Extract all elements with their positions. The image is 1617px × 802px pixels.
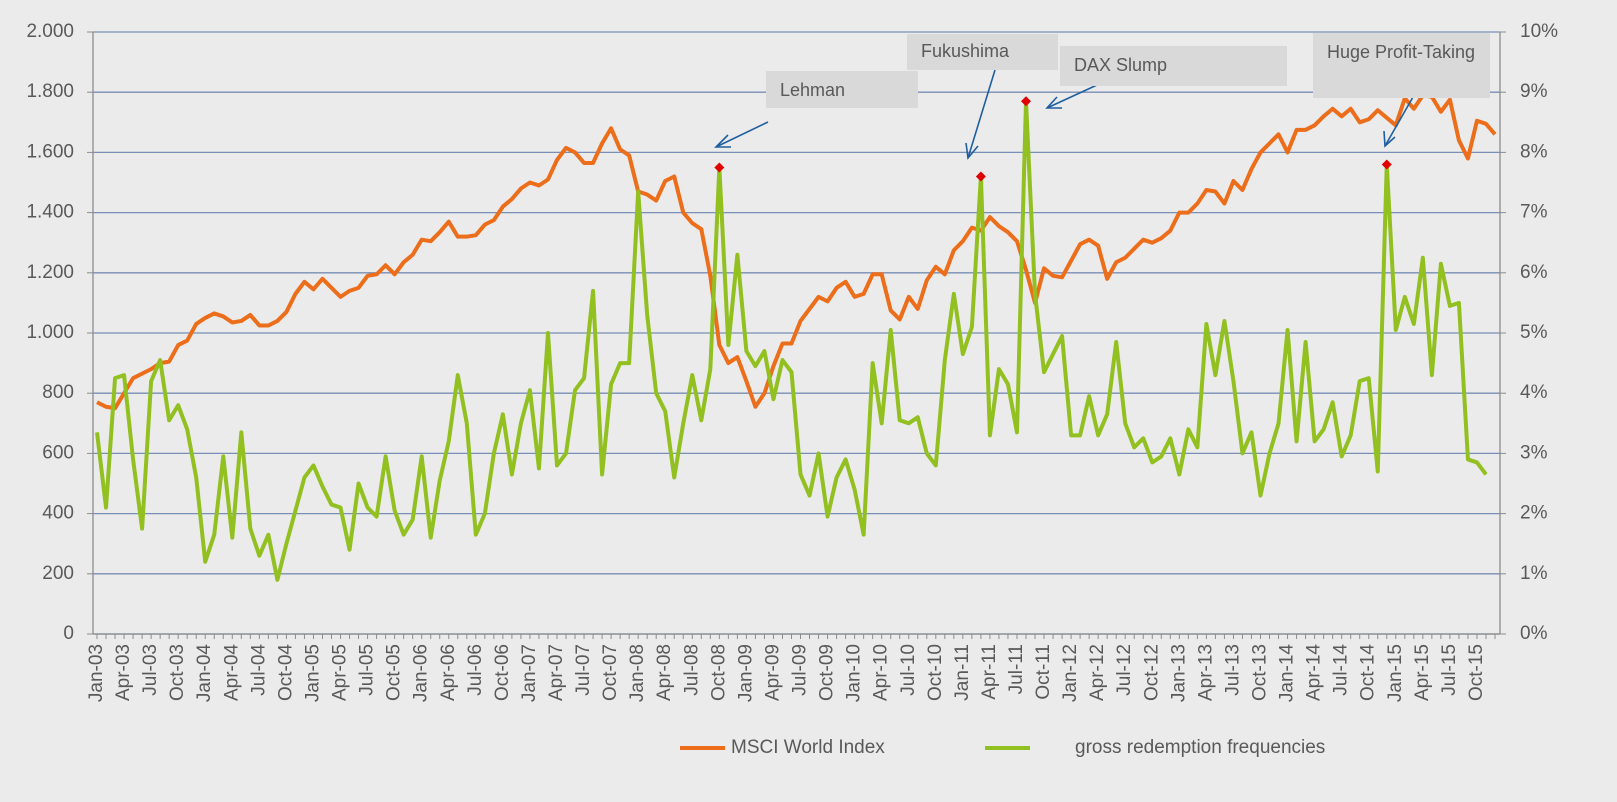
arrow-head	[1045, 96, 1062, 109]
x-tick-label: Jul-03	[140, 644, 161, 696]
x-tick-label: Apr-03	[113, 644, 134, 701]
x-tick-label: Apr-13	[1195, 644, 1216, 701]
y2-tick-label: 10%	[1520, 21, 1558, 42]
y2-tick-label: 6%	[1520, 262, 1548, 283]
x-tick-label: Jul-09	[790, 644, 811, 696]
legend-label: gross redemption frequencies	[1075, 737, 1325, 758]
x-tick-label: Oct-03	[167, 644, 188, 701]
y-tick-label: 1.200	[26, 262, 74, 283]
y-tick-label: 0	[63, 623, 74, 644]
y2-tick-label: 1%	[1520, 563, 1548, 584]
x-tick-label: Apr-11	[979, 644, 1000, 700]
x-tick-label: Oct-15	[1466, 644, 1487, 701]
y-tick-label: 2.000	[26, 21, 74, 42]
highlight-marker	[1381, 159, 1392, 170]
y2-tick-label: 5%	[1520, 322, 1548, 343]
x-tick-label: Jan-05	[302, 644, 323, 702]
x-tick-label: Apr-08	[654, 644, 675, 701]
x-tick-label: Oct-11	[1033, 644, 1054, 700]
x-tick-label: Jan-11	[952, 644, 973, 701]
x-tick-label: Jul-11	[1006, 644, 1027, 694]
x-tick-label: Jan-13	[1168, 644, 1189, 702]
y2-tick-label: 8%	[1520, 141, 1548, 162]
x-tick-label: Jul-13	[1222, 644, 1243, 696]
x-tick-label: Oct-12	[1141, 644, 1162, 701]
x-tick-label: Jan-09	[735, 644, 756, 702]
y-tick-label: 600	[42, 442, 74, 463]
y-tick-label: 1.600	[26, 141, 74, 162]
y-tick-label: 400	[42, 503, 74, 524]
x-tick-label: Jan-12	[1060, 644, 1081, 702]
x-tick-label: Oct-13	[1250, 644, 1271, 701]
x-tick-label: Apr-06	[438, 644, 459, 701]
x-tick-label: Jul-12	[1114, 644, 1135, 696]
highlight-marker	[714, 162, 725, 173]
x-tick-label: Jan-08	[627, 644, 648, 702]
series-line	[96, 93, 1497, 411]
y-tick-label: 800	[42, 382, 74, 403]
arrow	[715, 121, 769, 148]
x-tick-label: Jan-15	[1385, 644, 1406, 702]
x-tick-label: Oct-07	[600, 644, 621, 701]
y-tick-label: 1.400	[26, 202, 74, 223]
y-tick-label: 1.000	[26, 322, 74, 343]
arrow-head	[1383, 130, 1396, 148]
x-tick-label: Oct-09	[817, 644, 838, 701]
x-tick-label: Apr-12	[1087, 644, 1108, 701]
annotation: Huge Profit-Taking	[1313, 33, 1490, 98]
x-tick-label: Jul-07	[573, 644, 594, 696]
y2-tick-label: 3%	[1520, 442, 1548, 463]
x-tick-label: Apr-05	[330, 644, 351, 701]
annotation: Fukushima	[907, 34, 1058, 70]
x-tick-label: Apr-10	[871, 644, 892, 701]
y-tick-label: 200	[42, 563, 74, 584]
x-tick-label: Oct-14	[1358, 644, 1379, 701]
arrow-head	[714, 134, 731, 148]
arrow	[1046, 84, 1098, 109]
arrow-head	[965, 142, 979, 160]
x-tick-label: Jan-07	[519, 644, 540, 702]
y2-tick-label: 9%	[1520, 81, 1548, 102]
series-line	[95, 99, 1488, 582]
arrow	[1384, 96, 1414, 147]
y2-tick-label: 4%	[1520, 382, 1548, 403]
x-tick-label: Jul-14	[1331, 644, 1352, 696]
x-tick-label: Oct-05	[384, 644, 405, 701]
x-tick-label: Apr-09	[762, 644, 783, 701]
x-tick-label: Apr-07	[546, 644, 567, 701]
x-tick-label: Apr-15	[1412, 644, 1433, 701]
y2-tick-label: 7%	[1520, 202, 1548, 223]
highlight-marker	[1020, 96, 1031, 107]
y-tick-label: 1.800	[26, 81, 74, 102]
x-tick-label: Oct-06	[492, 644, 513, 701]
x-tick-label: Oct-04	[275, 644, 296, 701]
x-tick-label: Jul-10	[898, 644, 919, 696]
x-tick-label: Jul-08	[681, 644, 702, 696]
annotation: Lehman	[766, 71, 918, 108]
y2-tick-label: 2%	[1520, 503, 1548, 524]
annotation-arrows	[714, 69, 1414, 160]
x-tick-label: Oct-10	[925, 644, 946, 701]
x-tick-label: Apr-14	[1304, 644, 1325, 701]
highlight-marker	[975, 171, 986, 182]
legend-label: MSCI World Index	[731, 737, 885, 758]
x-tick-label: Jan-04	[194, 644, 215, 703]
x-tick-label: Oct-08	[708, 644, 729, 701]
x-tick-label: Jan-14	[1277, 644, 1298, 703]
x-tick-label: Jul-05	[357, 644, 378, 696]
x-tick-label: Jul-06	[465, 644, 486, 696]
x-tick-label: Jan-06	[411, 644, 432, 702]
y2-tick-label: 0%	[1520, 623, 1548, 644]
x-tick-label: Jul-04	[248, 644, 269, 696]
annotation: DAX Slump	[1060, 46, 1287, 86]
x-tick-label: Jan-10	[844, 644, 865, 702]
arrow	[967, 69, 996, 159]
x-tick-label: Jan-03	[86, 644, 107, 702]
x-tick-label: Jul-15	[1439, 644, 1460, 696]
x-tick-label: Apr-04	[221, 644, 242, 701]
